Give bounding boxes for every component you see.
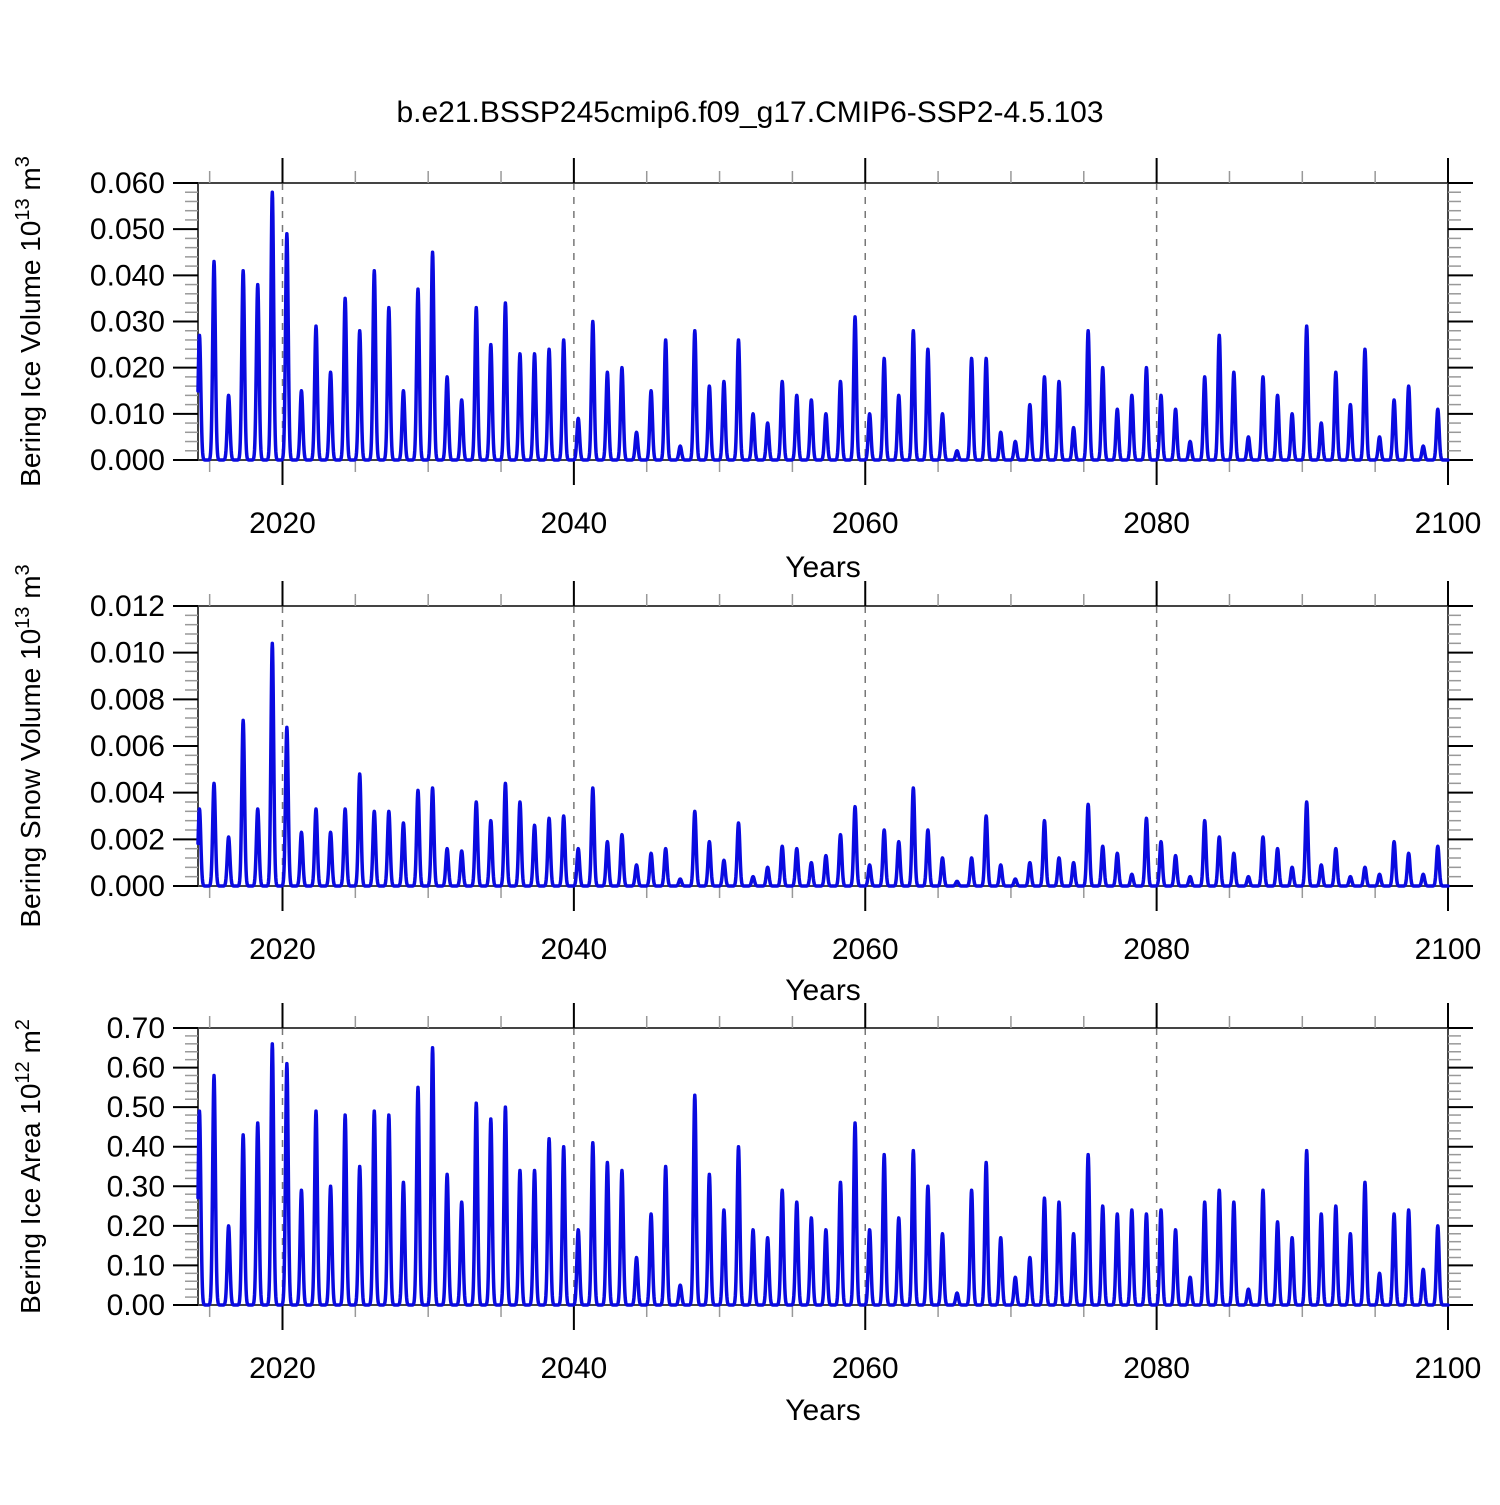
panel-snow-volume: 2020 2040 2060 2080 2100 0.000 0.002 0.004 0.006… xyxy=(12,564,1481,1007)
x-tick-label: 2040 xyxy=(540,507,607,540)
x-tick-label: 2060 xyxy=(832,1352,899,1385)
x-tick-label: 2080 xyxy=(1123,1352,1190,1385)
y-tick-label: 0.060 xyxy=(90,167,165,200)
y-tick-label: 0.008 xyxy=(90,683,165,716)
x-tick-label: 2100 xyxy=(1415,933,1482,966)
y-tick-label: 0.002 xyxy=(90,823,165,856)
x-tick-label: 2040 xyxy=(540,1352,607,1385)
y-axis-label: Bering Ice Area 1012 m2 xyxy=(12,1019,46,1314)
x-axis-label: Years xyxy=(785,1394,861,1427)
y-tick-label: 0.000 xyxy=(90,870,165,903)
x-tick-label: 2060 xyxy=(832,933,899,966)
y-tick-label: 0.006 xyxy=(90,730,165,763)
y-axis-label: Bering Ice Volume 1013 m3 xyxy=(12,156,46,487)
x-tick-label: 2080 xyxy=(1123,507,1190,540)
y-tick-label: 0.030 xyxy=(90,306,165,339)
data-curve xyxy=(196,190,1450,462)
x-tick-label: 2020 xyxy=(249,1352,316,1385)
y-tick-label: 0.60 xyxy=(107,1052,165,1085)
y-tick-label: 0.000 xyxy=(90,444,165,477)
x-tick-label: 2040 xyxy=(540,933,607,966)
x-tick-label: 2100 xyxy=(1415,1352,1482,1385)
y-tick-label: 0.010 xyxy=(90,398,165,431)
x-tick-label: 2020 xyxy=(249,933,316,966)
data-curve xyxy=(196,641,1450,888)
x-axis-label: Years xyxy=(785,551,861,584)
y-tick-label: 0.012 xyxy=(90,590,165,623)
y-tick-label: 0.30 xyxy=(107,1170,165,1203)
y-tick-label: 0.020 xyxy=(90,352,165,385)
panel-2-plot: 2020 2040 2060 2080 2100 0.00 0.10 0.20 0.30 0.40… xyxy=(12,1003,1481,1385)
x-tick-label: 2080 xyxy=(1123,933,1190,966)
y-axis-label: Bering Snow Volume 1013 m3 xyxy=(12,564,46,927)
figure-title: b.e21.BSSP245cmip6.f09_g17.CMIP6-SSP2-4.… xyxy=(396,96,1103,129)
panel-ice-area: 2020 2040 2060 2080 2100 0.00 0.10 0.20 0.30 0.40… xyxy=(12,1003,1481,1427)
x-axis-label: Years xyxy=(785,974,861,1007)
y-tick-label: 0.050 xyxy=(90,213,165,246)
y-tick-label: 0.10 xyxy=(107,1249,165,1282)
x-tick-label: 2060 xyxy=(832,507,899,540)
x-tick-label: 2020 xyxy=(249,507,316,540)
y-tick-label: 0.70 xyxy=(107,1012,165,1045)
y-tick-label: 0.004 xyxy=(90,777,165,810)
data-curve xyxy=(196,1042,1450,1307)
panel-1-plot: 2020 2040 2060 2080 2100 0.000 0.002 0.004 0.006… xyxy=(12,564,1481,966)
panel-ice-volume: 2020 2040 2060 2080 2100 0.000 0.010 0.020 0.030… xyxy=(12,156,1481,584)
y-tick-label: 0.00 xyxy=(107,1289,165,1322)
panel-0-plot: 2020 2040 2060 2080 2100 0.000 0.010 0.020 0.030… xyxy=(12,156,1481,540)
x-tick-label: 2100 xyxy=(1415,507,1482,540)
y-tick-label: 0.040 xyxy=(90,259,165,292)
y-tick-label: 0.20 xyxy=(107,1210,165,1243)
y-tick-label: 0.010 xyxy=(90,637,165,670)
y-tick-label: 0.50 xyxy=(107,1091,165,1124)
y-tick-label: 0.40 xyxy=(107,1131,165,1164)
